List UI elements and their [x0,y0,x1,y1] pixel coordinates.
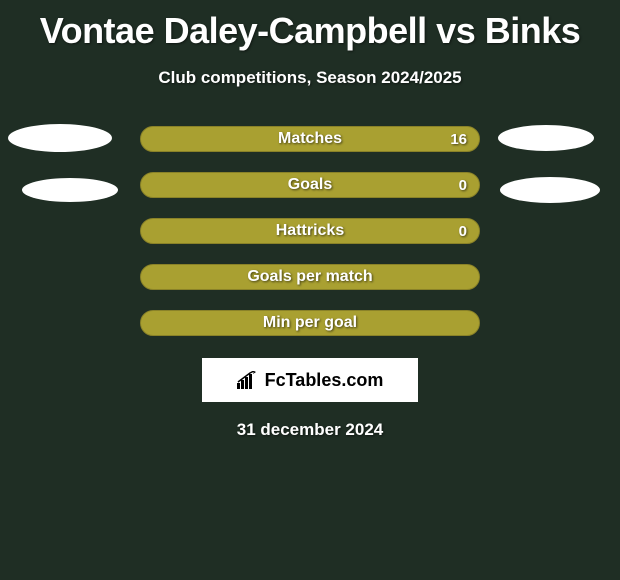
stat-label: Matches [278,130,342,148]
stat-row-goals: Goals 0 [0,162,620,208]
date-label: 31 december 2024 [0,420,620,440]
stat-label: Hattricks [276,222,344,240]
stat-row-goals-per-match: Goals per match [0,254,620,300]
stat-value: 0 [459,177,467,194]
subtitle: Club competitions, Season 2024/2025 [0,68,620,88]
page-title: Vontae Daley-Campbell vs Binks [0,0,620,52]
chart-icon [237,371,259,389]
logo-text: FcTables.com [265,370,384,391]
source-logo: FcTables.com [202,358,418,402]
stat-bar: Goals per match [140,264,480,290]
stat-row-matches: Matches 16 [0,116,620,162]
stat-value: 0 [459,223,467,240]
stat-label: Goals [288,176,332,194]
stat-bar: Matches 16 [140,126,480,152]
stat-bar: Min per goal [140,310,480,336]
comparison-chart: Matches 16 Goals 0 Hattricks 0 Goals per… [0,116,620,346]
stat-label: Goals per match [247,268,372,286]
stat-value: 16 [450,131,467,148]
stat-label: Min per goal [263,314,357,332]
stat-bar: Hattricks 0 [140,218,480,244]
stat-row-hattricks: Hattricks 0 [0,208,620,254]
stat-bar: Goals 0 [140,172,480,198]
stat-row-min-per-goal: Min per goal [0,300,620,346]
